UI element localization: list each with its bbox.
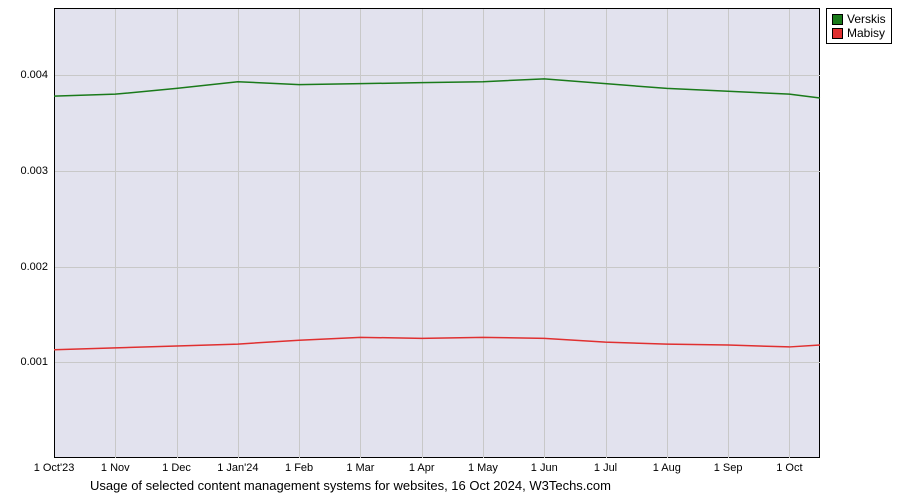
chart-container: 0.0010.0020.0030.004 1 Oct'231 Nov1 Dec1… [0,0,900,500]
series-line [54,79,820,98]
series-layer [0,0,900,500]
series-line [54,337,820,349]
